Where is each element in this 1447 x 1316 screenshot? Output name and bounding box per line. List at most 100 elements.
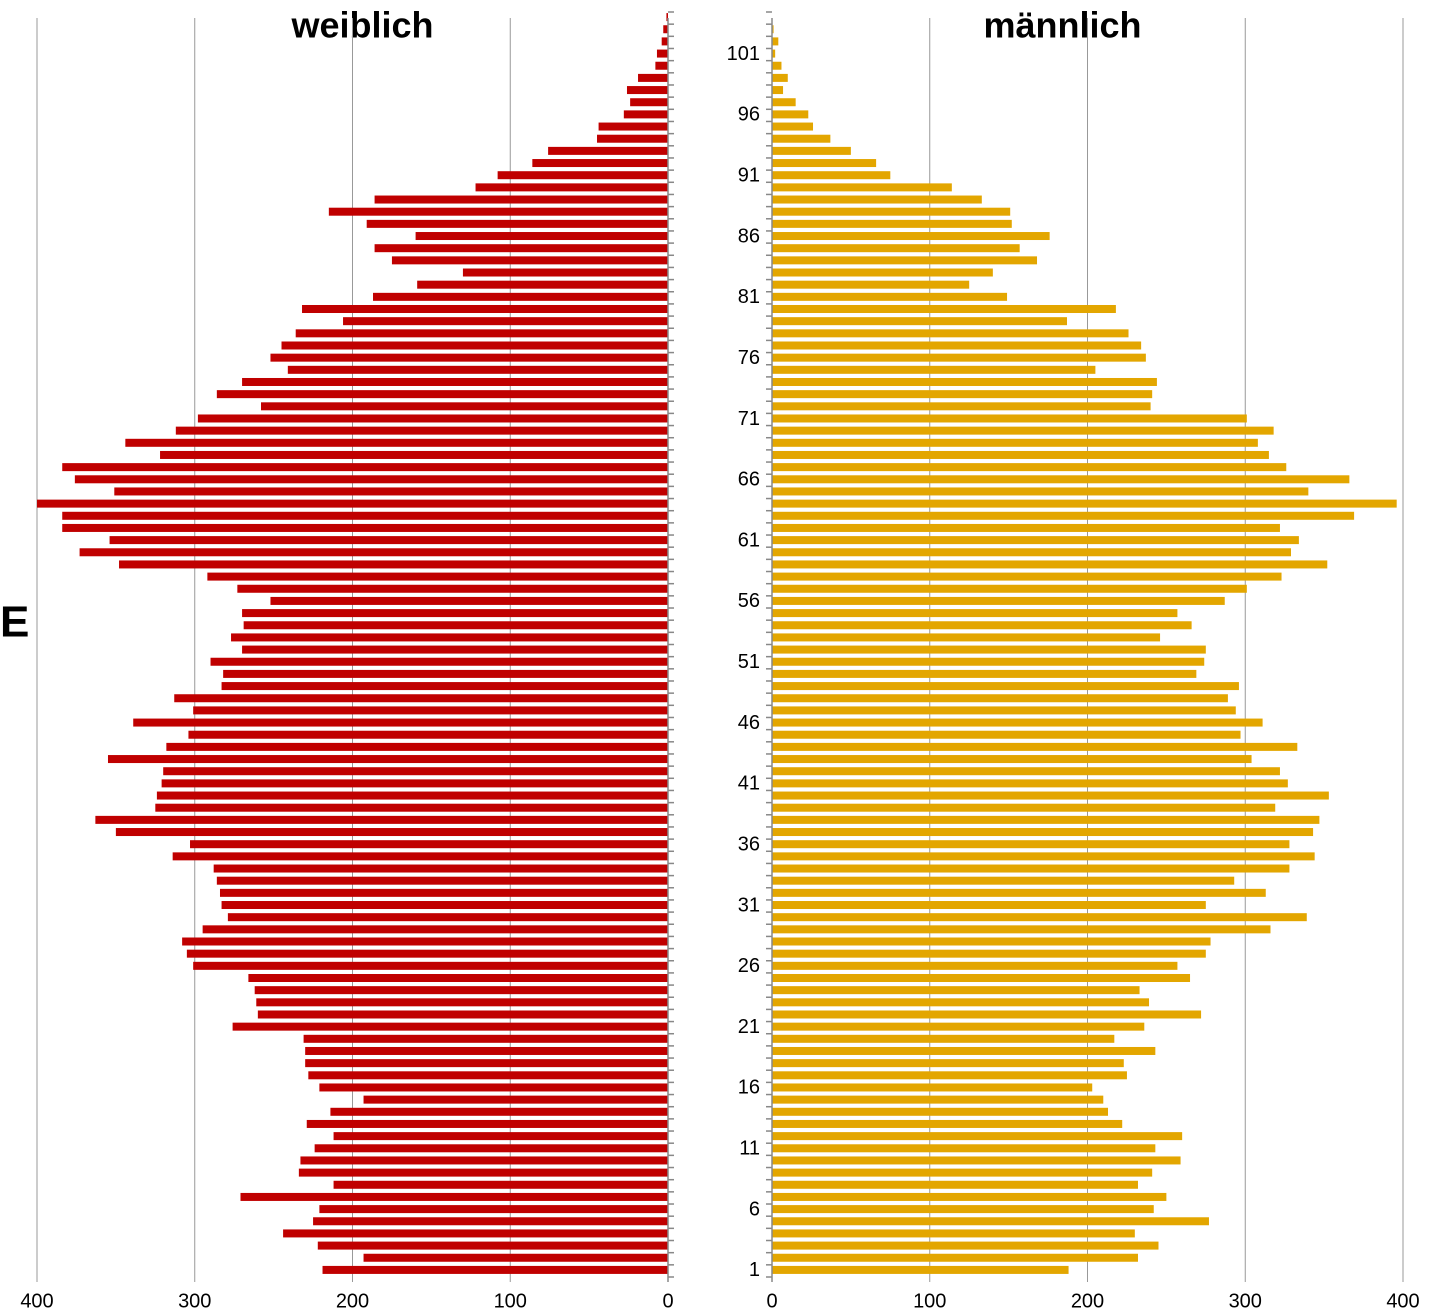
bar <box>772 1083 1093 1092</box>
bar <box>62 523 669 532</box>
bar <box>772 171 891 180</box>
bar <box>772 73 788 82</box>
bar <box>772 195 982 204</box>
bar <box>193 961 669 970</box>
bar <box>115 828 668 837</box>
bar <box>313 1217 668 1226</box>
bar <box>172 852 669 861</box>
bar <box>772 463 1287 472</box>
bar <box>210 657 668 666</box>
bar <box>133 718 669 727</box>
bar <box>156 791 668 800</box>
bar <box>772 1046 1156 1055</box>
y-tick-label: 6 <box>749 1198 760 1220</box>
bar <box>197 414 668 423</box>
y-tick-label: 41 <box>738 773 760 795</box>
bar <box>772 779 1288 788</box>
bar <box>305 1059 668 1068</box>
bar <box>772 280 970 289</box>
bar <box>175 426 668 435</box>
bar <box>330 1107 668 1116</box>
bar <box>295 329 668 338</box>
bar <box>374 244 668 253</box>
bar <box>772 25 774 34</box>
bar <box>242 645 668 654</box>
bar <box>623 110 668 119</box>
bar <box>772 913 1307 922</box>
bar <box>219 888 669 897</box>
bar <box>221 682 668 691</box>
bar <box>237 584 668 593</box>
bar <box>772 1071 1127 1080</box>
y-tick-label: 76 <box>738 347 760 369</box>
bar <box>256 998 668 1007</box>
x-tick-label: 0 <box>766 1290 777 1312</box>
y-tick-label: 91 <box>738 164 760 186</box>
bar <box>216 876 668 885</box>
bar <box>305 1046 668 1055</box>
y-tick-label: 16 <box>738 1077 760 1099</box>
bar <box>772 864 1290 873</box>
bar <box>254 986 668 995</box>
bar <box>772 1010 1202 1019</box>
bar <box>772 548 1291 557</box>
bar <box>328 207 668 216</box>
bar <box>772 888 1266 897</box>
chart-title: weiblich <box>290 5 433 46</box>
bar <box>119 560 668 569</box>
y-tick-label: 1 <box>749 1259 760 1281</box>
bar <box>772 1022 1145 1031</box>
bar <box>302 305 668 314</box>
x-tick-label: 200 <box>336 1290 369 1312</box>
bar <box>656 49 668 58</box>
bar <box>772 110 809 119</box>
bar <box>772 390 1153 399</box>
bar <box>772 98 796 107</box>
bar <box>317 1241 668 1250</box>
bar <box>772 718 1263 727</box>
bar <box>772 1132 1183 1141</box>
bar <box>772 244 1020 253</box>
bar <box>306 1119 668 1128</box>
bar <box>772 669 1197 678</box>
bar <box>174 694 668 703</box>
bar <box>772 341 1142 350</box>
bar <box>772 426 1274 435</box>
bar <box>314 1144 668 1153</box>
bar <box>190 840 668 849</box>
bar <box>772 828 1314 837</box>
bar <box>319 1083 668 1092</box>
bar <box>257 1010 668 1019</box>
bar <box>772 1241 1159 1250</box>
y-tick-label: 36 <box>738 833 760 855</box>
bar <box>772 402 1151 411</box>
bar <box>182 937 668 946</box>
bar <box>772 1168 1153 1177</box>
bar <box>772 256 1038 265</box>
bar <box>666 13 668 22</box>
bar <box>772 645 1206 654</box>
bar <box>638 73 668 82</box>
side-label: E <box>0 598 29 647</box>
y-tick-label: 71 <box>738 408 760 430</box>
bar <box>772 146 851 155</box>
bar <box>772 438 1258 447</box>
bar <box>223 669 668 678</box>
chart-title: männlich <box>983 5 1141 46</box>
bar <box>79 548 668 557</box>
bar <box>188 730 668 739</box>
bar <box>319 1205 668 1214</box>
bar <box>62 463 669 472</box>
bar <box>109 536 668 545</box>
bar <box>772 1217 1209 1226</box>
bar <box>772 560 1328 569</box>
bar <box>243 621 668 630</box>
bar <box>772 1192 1167 1201</box>
bar <box>322 1265 668 1274</box>
bar <box>772 986 1140 995</box>
bar <box>772 767 1280 776</box>
bar <box>772 609 1178 618</box>
bar <box>772 1119 1123 1128</box>
bar <box>193 706 669 715</box>
y-tick-label: 56 <box>738 590 760 612</box>
